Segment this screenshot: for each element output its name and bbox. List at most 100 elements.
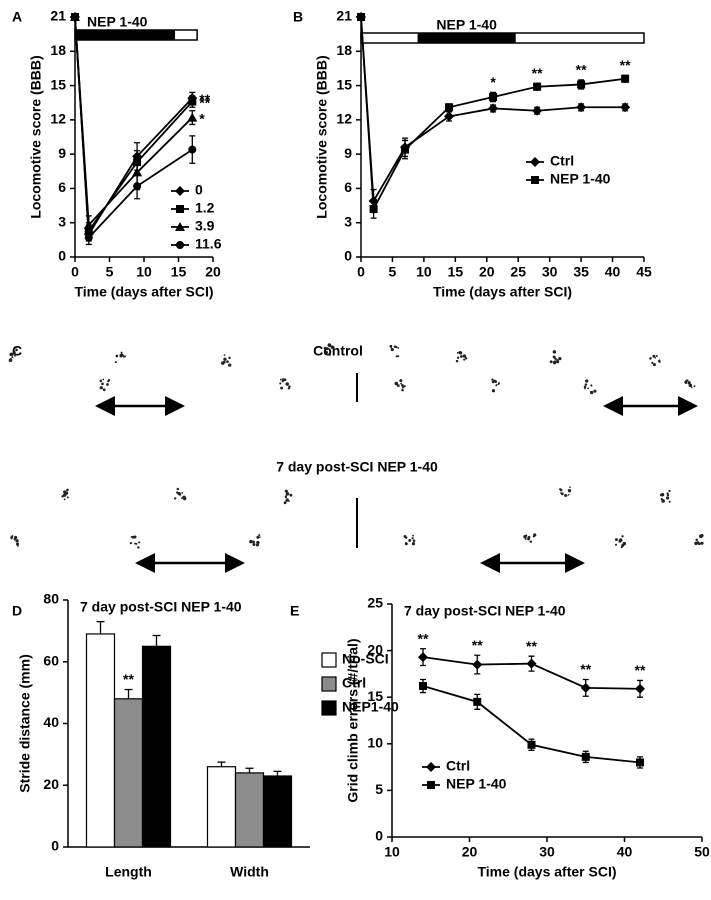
footprint-dot <box>411 537 414 540</box>
significance: ** <box>620 57 631 73</box>
y-tick-label: 40 <box>43 714 59 730</box>
footprint-dot <box>258 534 261 537</box>
treatment-label: NEP 1-40 <box>436 17 497 33</box>
legend-label: NEP1-40 <box>342 699 399 715</box>
footprint-dot <box>400 382 402 385</box>
legend-label: NEP 1-40 <box>550 171 611 187</box>
footprint-dot <box>554 357 557 361</box>
y-tick-label: 20 <box>367 641 383 657</box>
marker <box>133 182 142 191</box>
y-tick-label: 20 <box>43 776 59 792</box>
footprint-dot <box>279 382 282 385</box>
footprint-dot <box>560 492 562 494</box>
footprint-dot <box>652 363 656 367</box>
marker <box>188 97 197 106</box>
footprint-dot <box>497 382 500 385</box>
footprint-dot <box>280 386 284 390</box>
treatment-label: NEP 1-40 <box>87 14 148 30</box>
y-tick-label: 12 <box>50 111 66 127</box>
footprint-dot <box>458 350 462 354</box>
marker <box>71 13 79 21</box>
marker <box>418 652 428 663</box>
footprint-dot <box>412 539 416 542</box>
footprint-dot <box>129 541 133 545</box>
marker <box>188 145 197 154</box>
marker <box>357 13 365 21</box>
footprint-dot <box>395 345 398 349</box>
legend-swatch <box>321 676 337 692</box>
footprint-dot <box>614 538 618 542</box>
footprint-dot <box>584 387 586 390</box>
footprint-dot <box>252 542 256 547</box>
footprint-dot <box>256 535 260 539</box>
footprint-dot <box>552 360 557 365</box>
marker <box>577 80 586 89</box>
marker <box>635 683 645 694</box>
footprint-dot <box>226 360 229 364</box>
footprint-dot <box>99 386 103 390</box>
x-tick-label: 40 <box>617 844 633 860</box>
significance: ** <box>123 671 134 687</box>
footprint-dot <box>404 542 408 546</box>
y-tick-label: 18 <box>50 42 66 58</box>
legend-label: 0 <box>195 182 203 198</box>
marker <box>581 752 590 761</box>
panel-label: B <box>293 9 303 25</box>
footprint-dot <box>397 355 400 358</box>
y-axis-label: Locomotive score (BBB) <box>28 55 44 218</box>
footprint-dot <box>102 378 105 381</box>
marker <box>636 758 644 767</box>
footprint-dot <box>394 381 399 386</box>
footprint-dot <box>527 537 531 541</box>
footprint-dot <box>559 488 563 492</box>
bar <box>206 766 237 848</box>
footprint-dot <box>590 384 593 387</box>
footprint-dot <box>549 360 553 364</box>
footprint-dot <box>176 487 180 491</box>
x-axis-label: Time (days after SCI) <box>477 864 616 880</box>
footprint-dot <box>660 493 665 497</box>
series-line <box>360 16 626 213</box>
footprint-dot <box>558 356 562 361</box>
marker <box>532 105 543 116</box>
footprint-dot <box>495 384 498 386</box>
legend-marker <box>531 176 539 184</box>
footprint-dot <box>13 538 16 541</box>
footprint-dot <box>411 542 416 546</box>
marker <box>187 112 198 122</box>
y-tick-label: 80 <box>43 591 59 607</box>
legend-label: 3.9 <box>195 218 215 234</box>
arrows <box>95 396 698 573</box>
x-tick-label: 5 <box>389 264 397 280</box>
footprint-dot <box>258 536 261 539</box>
footprint-dot <box>284 496 287 499</box>
significance: * <box>199 110 205 126</box>
y-tick-label: 10 <box>367 735 383 751</box>
footprint-dot <box>491 380 495 384</box>
x-tick-label: 35 <box>573 264 589 280</box>
x-tick-label: 20 <box>462 844 478 860</box>
footprint-dot <box>620 546 623 549</box>
legend-marker <box>530 157 540 167</box>
footprint-dot <box>697 542 701 546</box>
footprint-dot <box>61 495 64 498</box>
y-tick-label: 3 <box>344 213 352 229</box>
marker <box>620 102 631 113</box>
y-tick-label: 5 <box>375 781 383 797</box>
footprint-dot <box>221 361 225 365</box>
footprint-dot <box>652 354 656 358</box>
footprint-dot <box>688 383 693 388</box>
x-tick-label: 10 <box>416 264 432 280</box>
marker <box>580 682 591 693</box>
x-tick-label: 50 <box>694 844 710 860</box>
footprint-dot <box>533 535 536 537</box>
y-axis-label: Locomotive score (BBB) <box>314 55 330 218</box>
marker <box>621 74 630 83</box>
footprint-dot <box>283 501 287 505</box>
y-tick-label: 0 <box>51 838 59 854</box>
footprint-dot <box>412 534 414 537</box>
footprint-dot <box>593 389 597 393</box>
y-tick-label: 60 <box>43 652 59 668</box>
legend-marker <box>426 762 436 772</box>
footprint-dot <box>585 379 589 383</box>
